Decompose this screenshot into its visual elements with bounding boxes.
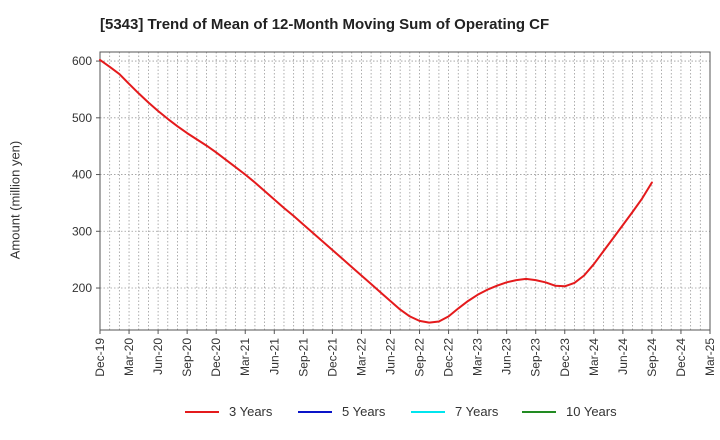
legend-item: 3 Years [185, 404, 272, 419]
x-tick-label: Sep-24 [645, 338, 659, 377]
x-tick-label: Mar-22 [354, 338, 368, 376]
x-tick-label: Sep-21 [296, 338, 310, 377]
x-tick-label: Mar-23 [471, 338, 485, 376]
legend-swatch [411, 410, 445, 413]
legend-label: 5 Years [342, 404, 386, 419]
y-tick-label: 300 [72, 224, 92, 238]
plot-area [100, 52, 710, 330]
plot-frame [99, 51, 711, 331]
y-tick-label: 500 [72, 111, 92, 125]
x-tick-label: Dec-19 [93, 338, 107, 377]
legend-label: 3 Years [229, 404, 273, 419]
legend-item: 7 Years [411, 404, 498, 419]
y-tick-label: 400 [72, 168, 92, 182]
x-tick-label: Sep-22 [413, 338, 427, 377]
x-tick-label: Jun-22 [383, 338, 397, 375]
legend-swatch [185, 410, 219, 413]
x-tick-label: Dec-23 [558, 338, 572, 377]
y-tick-label: 200 [72, 281, 92, 295]
x-tick-label: Sep-23 [529, 338, 543, 377]
series-line-3-years [99, 58, 653, 324]
x-tick-label: Mar-24 [587, 338, 601, 376]
x-tick-label: Jun-24 [616, 338, 630, 375]
x-tick-label: Dec-24 [674, 338, 688, 377]
x-tick-label: Sep-20 [180, 338, 194, 377]
chart-title: [5343] Trend of Mean of 12-Month Moving … [100, 16, 550, 33]
legend-label: 10 Years [566, 404, 617, 419]
legend-swatch [522, 410, 556, 413]
x-tick-label: Jun-23 [500, 338, 514, 375]
x-tick-label: Mar-21 [238, 338, 252, 376]
chart-legend: 3 Years 5 Years 7 Years 10 Years [0, 404, 720, 426]
x-tick-label: Dec-22 [442, 338, 456, 377]
x-tick-label: Mar-25 [703, 338, 717, 376]
x-tick-label: Dec-21 [325, 338, 339, 377]
legend-label: 7 Years [455, 404, 499, 419]
legend-item: 5 Years [298, 404, 385, 419]
x-tick-label: Jun-20 [151, 338, 165, 375]
legend-swatch [298, 410, 332, 413]
x-tick-label: Mar-20 [122, 338, 136, 376]
legend-item: 10 Years [522, 404, 617, 419]
y-tick-label: 600 [72, 54, 92, 68]
x-tick-label: Jun-21 [267, 338, 281, 375]
x-tick-label: Dec-20 [209, 338, 223, 377]
